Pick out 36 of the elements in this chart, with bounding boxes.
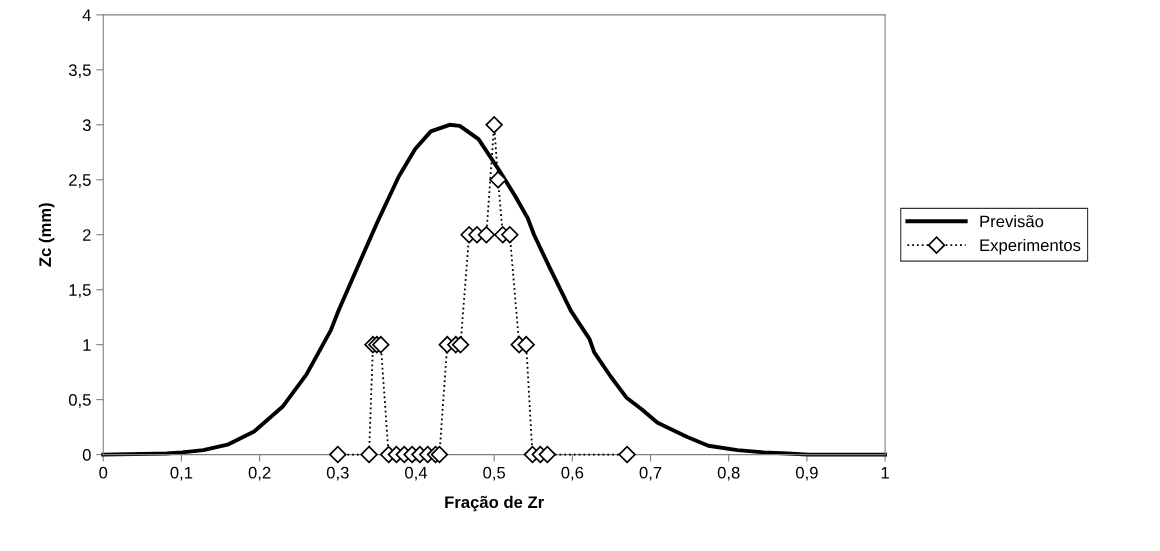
legend-label: Previsão xyxy=(980,215,1044,228)
point xyxy=(329,445,347,464)
x-tick-label: 0,9 xyxy=(795,466,818,481)
x-tick-label: 0,1 xyxy=(170,466,193,481)
point xyxy=(360,445,378,464)
x-tick-label: 0 xyxy=(99,466,108,479)
y-tick-label: 4 xyxy=(82,9,91,21)
x-tick-label: 0,8 xyxy=(717,466,740,481)
y-tick-label: 2,5 xyxy=(69,174,91,188)
x-tick-label: 0,7 xyxy=(639,466,662,481)
x-tick-label: 0,6 xyxy=(561,466,584,481)
point xyxy=(477,226,496,244)
y-tick-label: 0 xyxy=(82,448,91,461)
point xyxy=(538,445,557,464)
y-tick-label: 3,5 xyxy=(68,64,91,79)
point xyxy=(501,226,519,244)
legend-label: Experimentos xyxy=(980,238,1081,255)
x-tick-label: 0,2 xyxy=(248,466,271,481)
x-tick-label: 0,4 xyxy=(405,466,428,481)
x-tick-label: 1 xyxy=(881,466,889,479)
y-tick-label: 3 xyxy=(82,119,91,131)
point xyxy=(517,335,535,354)
y-axis-title: Zc (mm) xyxy=(38,203,55,267)
y-tick-label: 1 xyxy=(83,339,91,351)
y-tick-label: 2 xyxy=(83,229,91,241)
x-axis-title: Fração de Zr xyxy=(445,495,544,512)
y-tick-label: 1,5 xyxy=(69,284,91,298)
point xyxy=(451,335,470,354)
point xyxy=(485,116,503,134)
x-tick-label: 0,3 xyxy=(326,466,349,481)
point xyxy=(430,445,449,464)
point xyxy=(618,445,636,464)
point xyxy=(489,171,507,189)
x-tick-label: 0,5 xyxy=(483,466,506,481)
point xyxy=(372,335,390,354)
y-tick-label: 0,5 xyxy=(68,394,91,408)
